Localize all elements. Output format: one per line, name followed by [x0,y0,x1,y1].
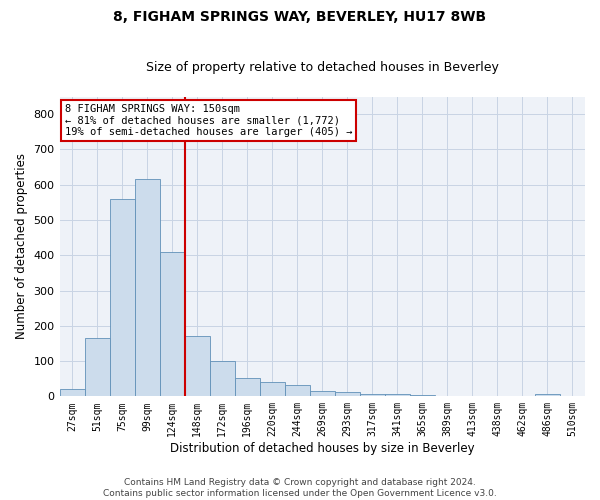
Bar [209,361,235,396]
Bar [335,392,360,396]
Bar [185,336,209,396]
Bar [285,385,310,396]
Text: 8, FIGHAM SPRINGS WAY, BEVERLEY, HU17 8WB: 8, FIGHAM SPRINGS WAY, BEVERLEY, HU17 8W… [113,10,487,24]
Bar [535,394,560,396]
Title: Size of property relative to detached houses in Beverley: Size of property relative to detached ho… [146,62,499,74]
Bar [310,391,335,396]
Bar [85,338,110,396]
Bar [134,180,160,396]
Text: 8 FIGHAM SPRINGS WAY: 150sqm
← 81% of detached houses are smaller (1,772)
19% of: 8 FIGHAM SPRINGS WAY: 150sqm ← 81% of de… [65,104,352,137]
Bar [410,395,435,396]
Bar [260,382,285,396]
Bar [59,390,85,396]
X-axis label: Distribution of detached houses by size in Beverley: Distribution of detached houses by size … [170,442,475,455]
Bar [110,199,134,396]
Bar [235,378,260,396]
Bar [360,394,385,396]
Y-axis label: Number of detached properties: Number of detached properties [15,154,28,340]
Bar [160,252,185,396]
Bar [385,394,410,396]
Text: Contains HM Land Registry data © Crown copyright and database right 2024.
Contai: Contains HM Land Registry data © Crown c… [103,478,497,498]
